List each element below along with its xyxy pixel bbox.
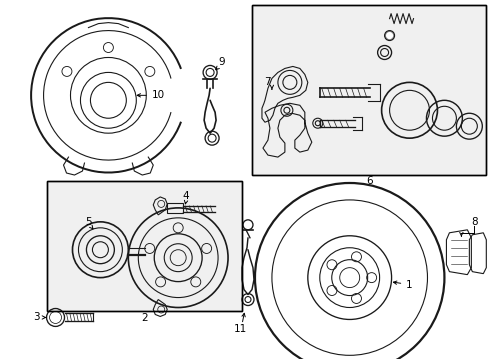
Text: 8: 8 — [470, 217, 477, 227]
Bar — [251, 5, 486, 175]
Text: 6: 6 — [366, 176, 372, 186]
Text: 3: 3 — [33, 312, 40, 323]
Bar — [46, 181, 242, 311]
Text: 9: 9 — [218, 58, 225, 67]
Bar — [251, 5, 486, 175]
Text: 2: 2 — [141, 314, 147, 324]
Circle shape — [384, 31, 394, 41]
Text: 7: 7 — [263, 77, 270, 87]
Circle shape — [386, 32, 392, 39]
Text: 5: 5 — [85, 217, 92, 227]
Text: 4: 4 — [183, 191, 189, 201]
Bar — [167, 203, 183, 213]
Text: 10: 10 — [137, 90, 164, 100]
Text: 11: 11 — [233, 324, 246, 334]
Text: 1: 1 — [393, 280, 412, 289]
Bar — [46, 181, 242, 311]
